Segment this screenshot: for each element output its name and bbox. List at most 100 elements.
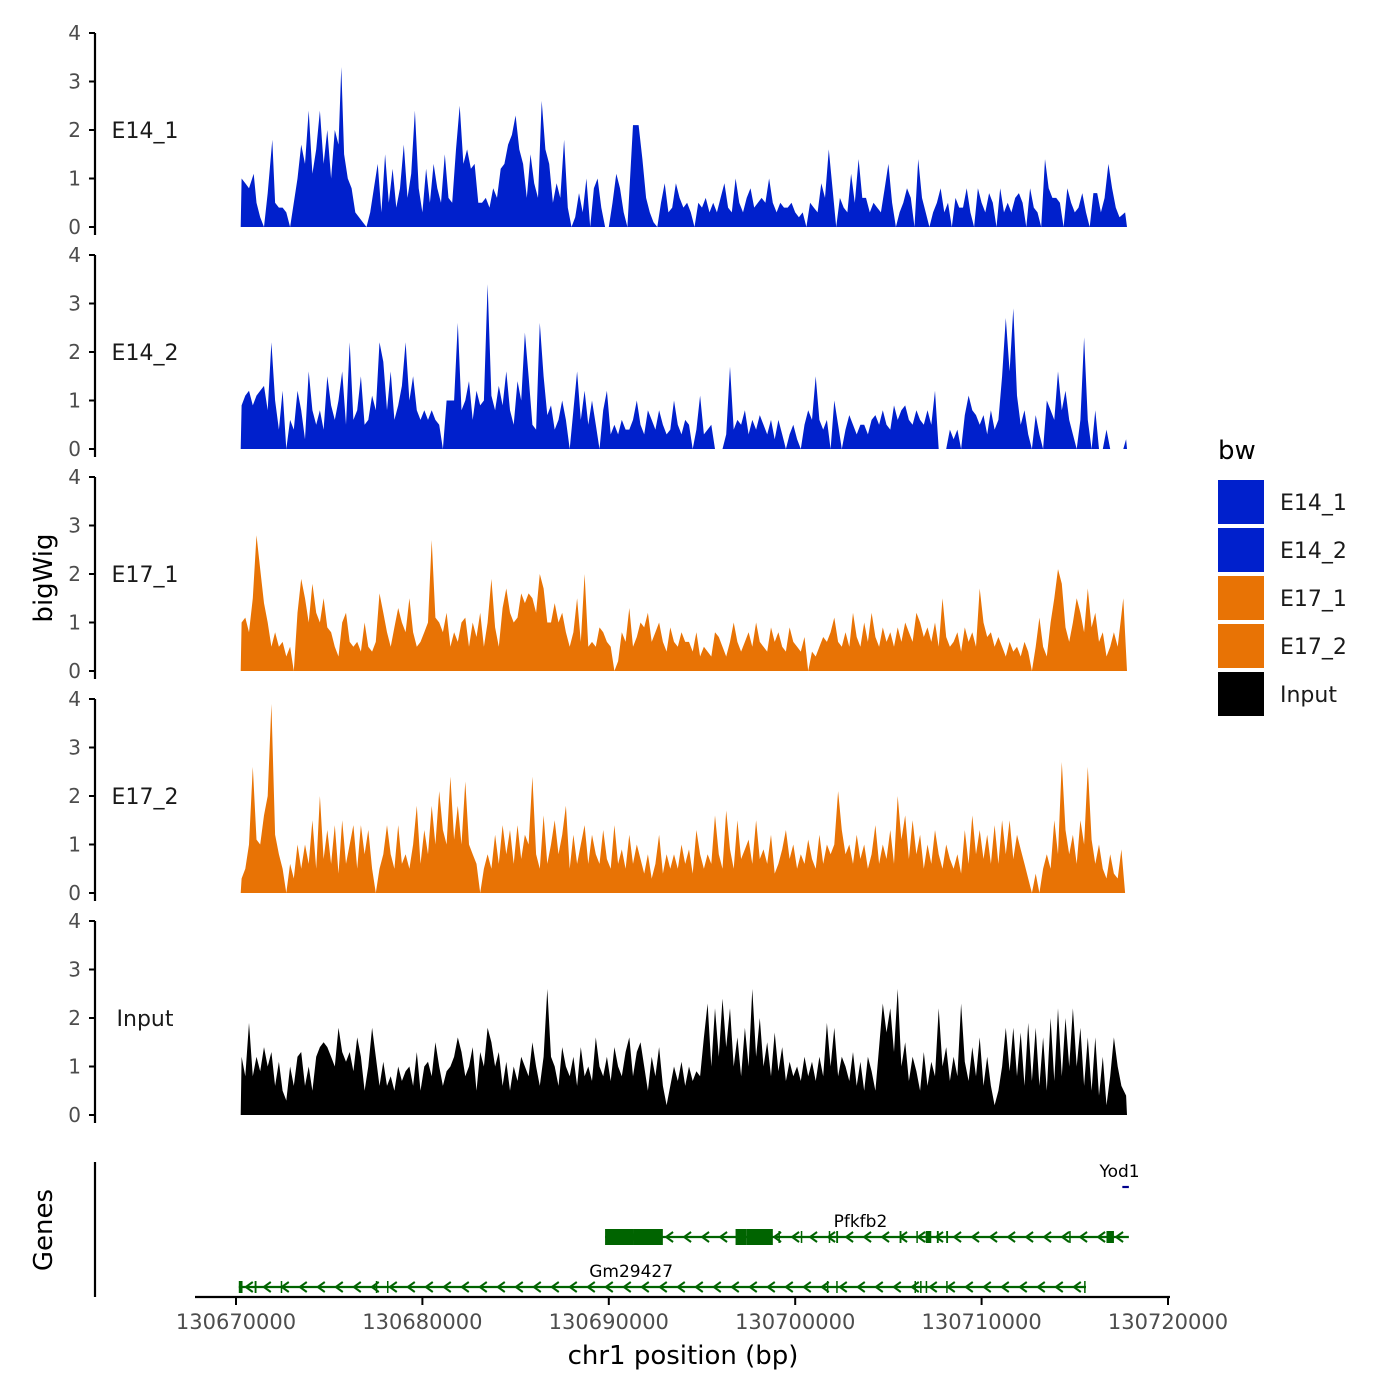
coverage-area-E17_2 xyxy=(240,703,1127,893)
strand-arrow xyxy=(298,1281,308,1293)
strand-arrow xyxy=(604,1281,614,1293)
strand-arrow xyxy=(982,1281,992,1293)
gene-label: Yod1 xyxy=(1098,1162,1139,1182)
coverage-area-Input xyxy=(240,988,1127,1115)
exon xyxy=(920,1281,922,1293)
y-axis-title: bigWig xyxy=(29,533,59,622)
exon xyxy=(605,1229,634,1245)
legend-swatch-E17_1 xyxy=(1218,576,1264,620)
y-tick-label: 1 xyxy=(68,1055,81,1079)
strand-arrow xyxy=(718,1231,728,1243)
legend-swatch-E17_2 xyxy=(1218,624,1264,668)
y-tick-label: 4 xyxy=(68,909,81,933)
genes-axis-title: Genes xyxy=(29,1189,59,1271)
y-tick-label: 2 xyxy=(68,1006,81,1030)
strand-arrow xyxy=(844,1231,854,1243)
strand-arrow xyxy=(934,1231,944,1243)
strand-arrow xyxy=(880,1231,890,1243)
strand-arrow xyxy=(658,1281,668,1293)
strand-arrow xyxy=(1114,1231,1124,1243)
coverage-area-E14_1 xyxy=(240,67,1127,227)
legend-label-E14_2: E14_2 xyxy=(1280,539,1347,564)
genes-panel: Yod1 Pfkfb2 Gm29427 xyxy=(93,1162,1140,1297)
x-tick-label: 130690000 xyxy=(549,1310,669,1334)
legend-swatch-E14_2 xyxy=(1218,528,1264,572)
y-tick-label: 0 xyxy=(68,881,81,905)
y-tick-label: 1 xyxy=(68,833,81,857)
strand-arrow xyxy=(730,1281,740,1293)
gene-Pfkfb2: Pfkfb2 xyxy=(605,1212,1129,1245)
strand-arrow xyxy=(664,1231,674,1243)
exon xyxy=(735,1229,747,1245)
exon xyxy=(254,1281,257,1293)
strand-arrow xyxy=(970,1231,980,1243)
track-label: Input xyxy=(117,1007,174,1032)
x-tick-label: 130710000 xyxy=(921,1310,1041,1334)
strand-arrow xyxy=(802,1281,812,1293)
strand-arrow xyxy=(586,1281,596,1293)
strand-arrow xyxy=(316,1281,326,1293)
strand-arrow xyxy=(1072,1281,1082,1293)
strand-arrow xyxy=(1060,1231,1070,1243)
strand-arrow xyxy=(1042,1231,1052,1243)
exon xyxy=(836,1281,838,1293)
strand-arrow xyxy=(874,1281,884,1293)
track-E17_2: 0 1 2 3 4 E17_2 xyxy=(68,687,1127,905)
strand-arrow xyxy=(700,1231,710,1243)
strand-arrow xyxy=(424,1281,434,1293)
strand-arrow xyxy=(622,1281,632,1293)
strand-arrow xyxy=(946,1281,956,1293)
y-tick-label: 2 xyxy=(68,340,81,364)
strand-arrow xyxy=(568,1281,578,1293)
strand-arrow xyxy=(826,1231,836,1243)
strand-arrow xyxy=(952,1231,962,1243)
y-tick-label: 3 xyxy=(68,958,81,982)
strand-arrow xyxy=(640,1281,650,1293)
track-label: E17_1 xyxy=(112,563,179,588)
exon xyxy=(386,1281,389,1293)
legend-swatch-E14_1 xyxy=(1218,480,1264,524)
gene-label: Gm29427 xyxy=(589,1262,673,1282)
x-axis: 130670000 130680000 130690000 130700000 1307… xyxy=(176,1295,1228,1334)
y-tick-label: 0 xyxy=(68,215,81,239)
strand-arrow xyxy=(682,1231,692,1243)
strand-arrow xyxy=(1096,1231,1106,1243)
strand-arrow xyxy=(442,1281,452,1293)
y-tick-label: 2 xyxy=(68,784,81,808)
track-label: E14_1 xyxy=(112,119,179,144)
y-tick-label: 3 xyxy=(68,514,81,538)
strand-arrow xyxy=(748,1281,758,1293)
strand-arrow xyxy=(1078,1231,1088,1243)
exon xyxy=(633,1229,663,1245)
track-label: E14_2 xyxy=(112,341,179,366)
track-Input: 0 1 2 3 4 Input xyxy=(68,909,1127,1127)
gene-label: Pfkfb2 xyxy=(834,1212,888,1232)
gene-Gm29427: Gm29427 xyxy=(238,1262,1086,1293)
strand-arrow xyxy=(1000,1281,1010,1293)
exon xyxy=(899,1231,902,1243)
y-tick-label: 0 xyxy=(68,659,81,683)
legend-label-E17_2: E17_2 xyxy=(1280,635,1347,660)
y-tick-label: 1 xyxy=(68,167,81,191)
strand-arrow xyxy=(406,1281,416,1293)
coverage-area-E14_2 xyxy=(240,284,1127,449)
exon xyxy=(916,1231,918,1243)
exon xyxy=(238,1281,243,1293)
track-label: E17_2 xyxy=(112,785,179,810)
strand-arrow xyxy=(790,1231,800,1243)
strand-arrow xyxy=(1036,1281,1046,1293)
y-tick-label: 1 xyxy=(68,611,81,635)
exon xyxy=(925,1281,928,1293)
strand-arrow xyxy=(964,1281,974,1293)
exon xyxy=(836,1231,839,1243)
strand-arrow xyxy=(1006,1231,1016,1243)
strand-arrow xyxy=(1054,1281,1064,1293)
strand-arrow xyxy=(532,1281,542,1293)
exon xyxy=(946,1231,949,1243)
strand-arrow xyxy=(808,1231,818,1243)
strand-arrow xyxy=(352,1281,362,1293)
x-axis-title: chr1 position (bp) xyxy=(568,1341,799,1371)
track-panels: 0 1 2 3 4 E14_1 0 1 2 3 4 E14_2 0 1 2 3 4 E17_1 0 1 2 3 4 E17_2… xyxy=(68,21,1127,1127)
strand-arrow xyxy=(862,1231,872,1243)
